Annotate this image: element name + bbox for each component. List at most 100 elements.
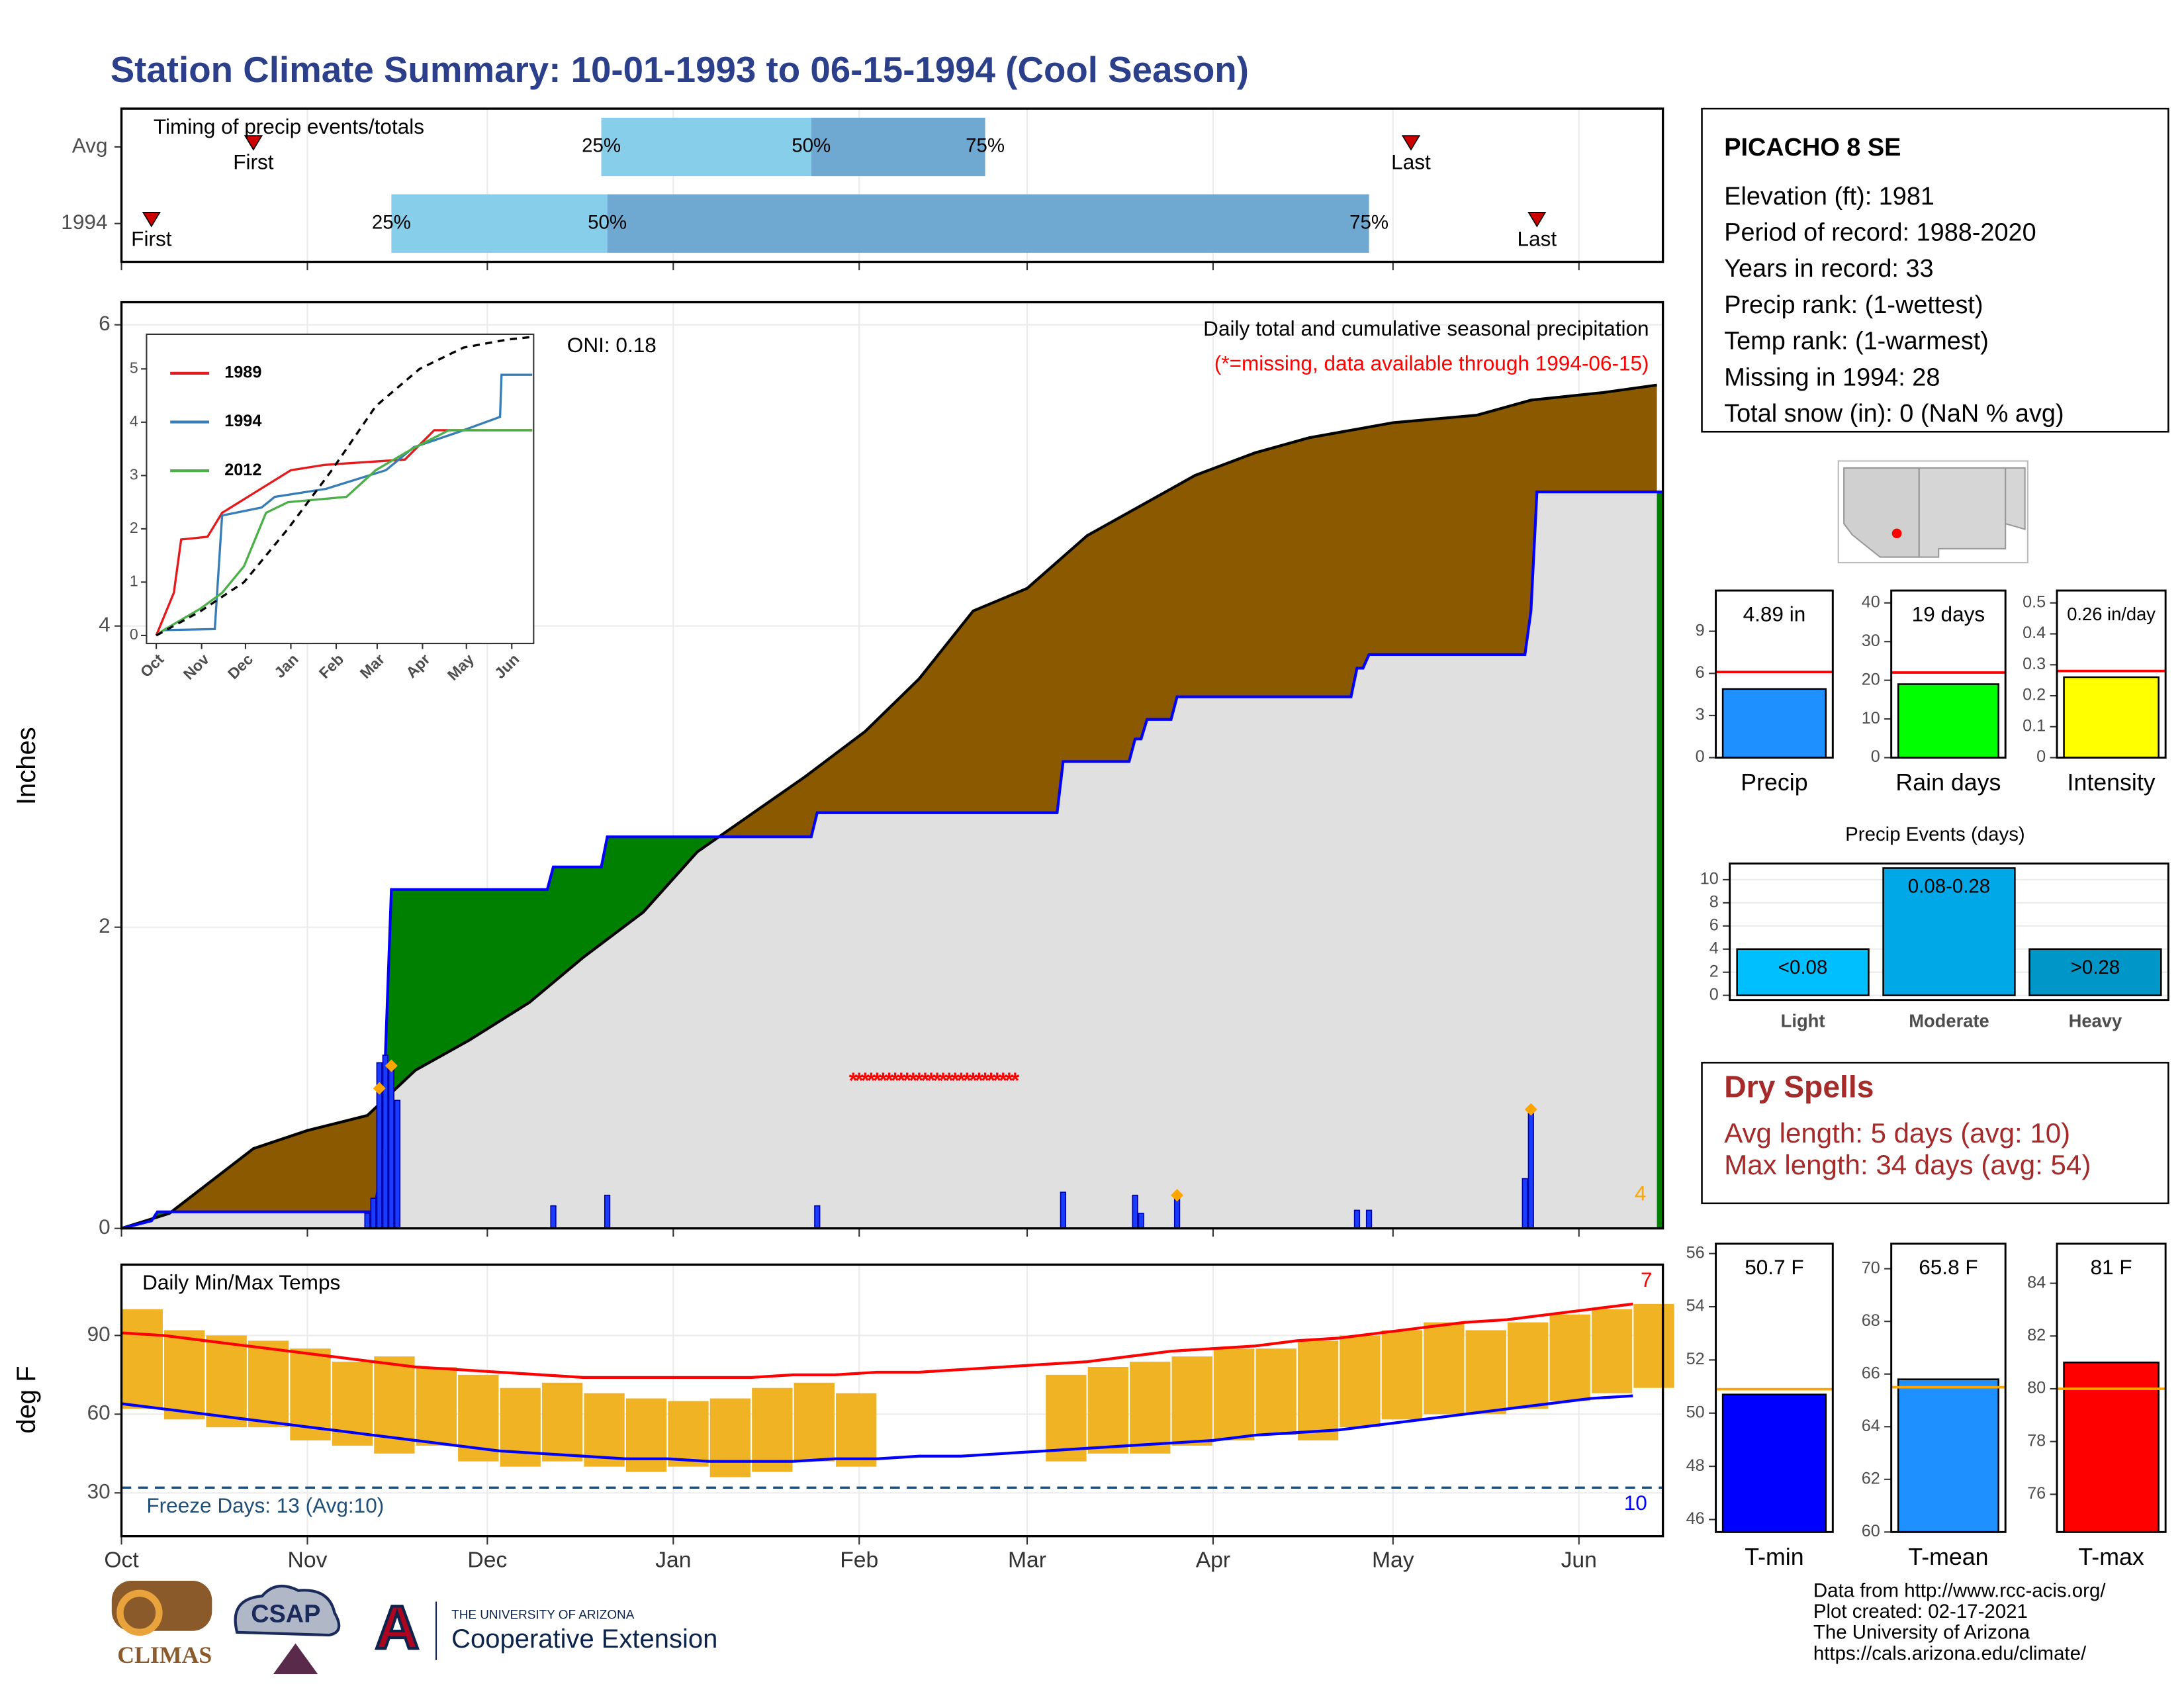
station-box	[1701, 107, 2169, 433]
daily-bar	[1173, 1197, 1181, 1229]
late-half-bar	[811, 117, 985, 177]
last-label: Last	[1517, 226, 1557, 250]
extreme-marker	[373, 1082, 386, 1095]
daily-range-bar	[248, 1340, 289, 1428]
x-tick-label: Feb	[840, 1548, 878, 1572]
daily-bar	[1138, 1213, 1144, 1229]
y-tick-label: 46	[1686, 1509, 1705, 1528]
freeze-label: Freeze Days: 13 (Avg:10)	[146, 1493, 384, 1517]
station-line: Total snow (in): 0 (NaN % avg)	[1724, 400, 2064, 428]
missing-marker: *	[873, 1068, 882, 1093]
y-tick-label: 2	[1709, 962, 1719, 980]
late-half-bar	[607, 194, 1369, 253]
daily-range-bar	[206, 1335, 247, 1428]
missing-marker: *	[987, 1068, 996, 1093]
y-tick-label: 0	[130, 626, 138, 643]
value-bar	[2063, 676, 2160, 759]
daily-range-bar	[1255, 1348, 1297, 1436]
daily-range-bar	[836, 1393, 877, 1467]
inset-panel	[146, 333, 535, 645]
x-tick-label: Mar	[1008, 1548, 1046, 1572]
y-tick-label: 56	[1686, 1243, 1705, 1262]
missing-marker: *	[909, 1068, 918, 1093]
missing-marker: *	[849, 1068, 858, 1093]
missing-marker: *	[1005, 1068, 1014, 1093]
csap-mountain	[273, 1643, 318, 1674]
panel-border	[1715, 1243, 1834, 1533]
y-tick-label: 84	[2027, 1273, 2046, 1291]
daily-bar	[1522, 1178, 1528, 1229]
value-bar	[1721, 1393, 1827, 1533]
y-tick-label: 90	[87, 1322, 111, 1346]
y-tick-label: 40	[1862, 592, 1880, 611]
value-bar	[1721, 688, 1827, 759]
panel-border	[1729, 862, 2169, 1002]
daily-range-bar	[668, 1401, 709, 1467]
daily-range-bar	[122, 1309, 163, 1409]
panel-border	[2056, 589, 2167, 759]
y-tick-label: 4	[99, 612, 111, 636]
y-tick-label: 20	[1862, 670, 1880, 688]
daily-range-bar	[164, 1330, 205, 1420]
daily-range-bar	[1591, 1309, 1633, 1393]
value-label: 19 days	[1912, 602, 1985, 626]
y-tick-label: 4	[130, 412, 138, 430]
percent-label: 25%	[582, 135, 621, 157]
y-tick-label: 3	[130, 465, 138, 483]
y-tick-label: 4	[1709, 939, 1719, 957]
y-tick-label: 9	[1696, 621, 1705, 639]
missing-marker: *	[963, 1068, 972, 1093]
missing-marker: *	[975, 1068, 984, 1093]
percent-label: 25%	[372, 211, 411, 233]
missing-marker: *	[957, 1068, 966, 1093]
freeze-count: 10	[1624, 1491, 1647, 1515]
missing-marker: *	[951, 1068, 960, 1093]
y-tick-label: 6	[1709, 915, 1719, 934]
missing-marker: *	[921, 1068, 930, 1093]
x-tick-label: Nov	[288, 1548, 328, 1572]
daily-bar	[394, 1100, 401, 1229]
row-label: Avg	[72, 133, 108, 157]
daily-range-bar	[1171, 1356, 1212, 1446]
x-tick-label: May	[1372, 1548, 1414, 1572]
page-title: Station Climate Summary: 10-01-1993 to 0…	[111, 49, 1249, 90]
observed-area	[121, 492, 1657, 1229]
value-label: 4.89 in	[1743, 602, 1806, 626]
footer-line: https://cals.arizona.edu/climate/	[1813, 1642, 2087, 1664]
extension-name: Cooperative Extension	[451, 1624, 717, 1654]
value-bar	[1897, 1378, 1999, 1533]
daily-range-bar	[1297, 1340, 1339, 1440]
daily-range-bar	[1087, 1366, 1129, 1454]
station-name: PICACHO 8 SE	[1724, 134, 1901, 162]
y-tick-label: 52	[1686, 1350, 1705, 1368]
daily-bar	[1353, 1209, 1361, 1229]
x-tick-label: Oct	[104, 1548, 139, 1572]
percent-label: 75%	[966, 135, 1005, 157]
bar	[1882, 867, 2016, 996]
daily-range-bar	[1130, 1362, 1171, 1454]
y-tick-label: 6	[99, 311, 111, 335]
missing-marker: *	[981, 1068, 990, 1093]
first-marker	[142, 212, 161, 228]
station-line: Period of record: 1988-2020	[1724, 218, 2036, 246]
x-tick-label: Light	[1781, 1011, 1825, 1031]
timing-title: Timing of precip events/totals	[154, 115, 424, 138]
y-axis-label: Inches	[12, 727, 41, 805]
extreme-count: 4	[1635, 1182, 1647, 1205]
y-tick-label: 78	[2027, 1431, 2046, 1450]
y-tick-label: 0.2	[2023, 686, 2046, 704]
missing-marker: *	[897, 1068, 906, 1093]
y-tick-label: 10	[1862, 709, 1880, 727]
y-tick-label: 54	[1686, 1297, 1705, 1315]
series-line	[156, 429, 533, 637]
x-tick-label: Dec	[467, 1548, 507, 1572]
last-marker	[1527, 212, 1547, 228]
dry-spell-line: Avg length: 5 days (avg: 10)	[1724, 1117, 2070, 1149]
panel-title: Precip Events (days)	[1845, 823, 2025, 845]
x-tick-label: Heavy	[2069, 1011, 2122, 1031]
panel-title: Daily total and cumulative seasonal prec…	[1203, 316, 1649, 340]
y-tick-label: 3	[1696, 706, 1705, 724]
missing-marker: *	[1011, 1068, 1020, 1093]
footer-line: Plot created: 02-17-2021	[1813, 1601, 2028, 1622]
climas-swirl	[116, 1589, 163, 1636]
